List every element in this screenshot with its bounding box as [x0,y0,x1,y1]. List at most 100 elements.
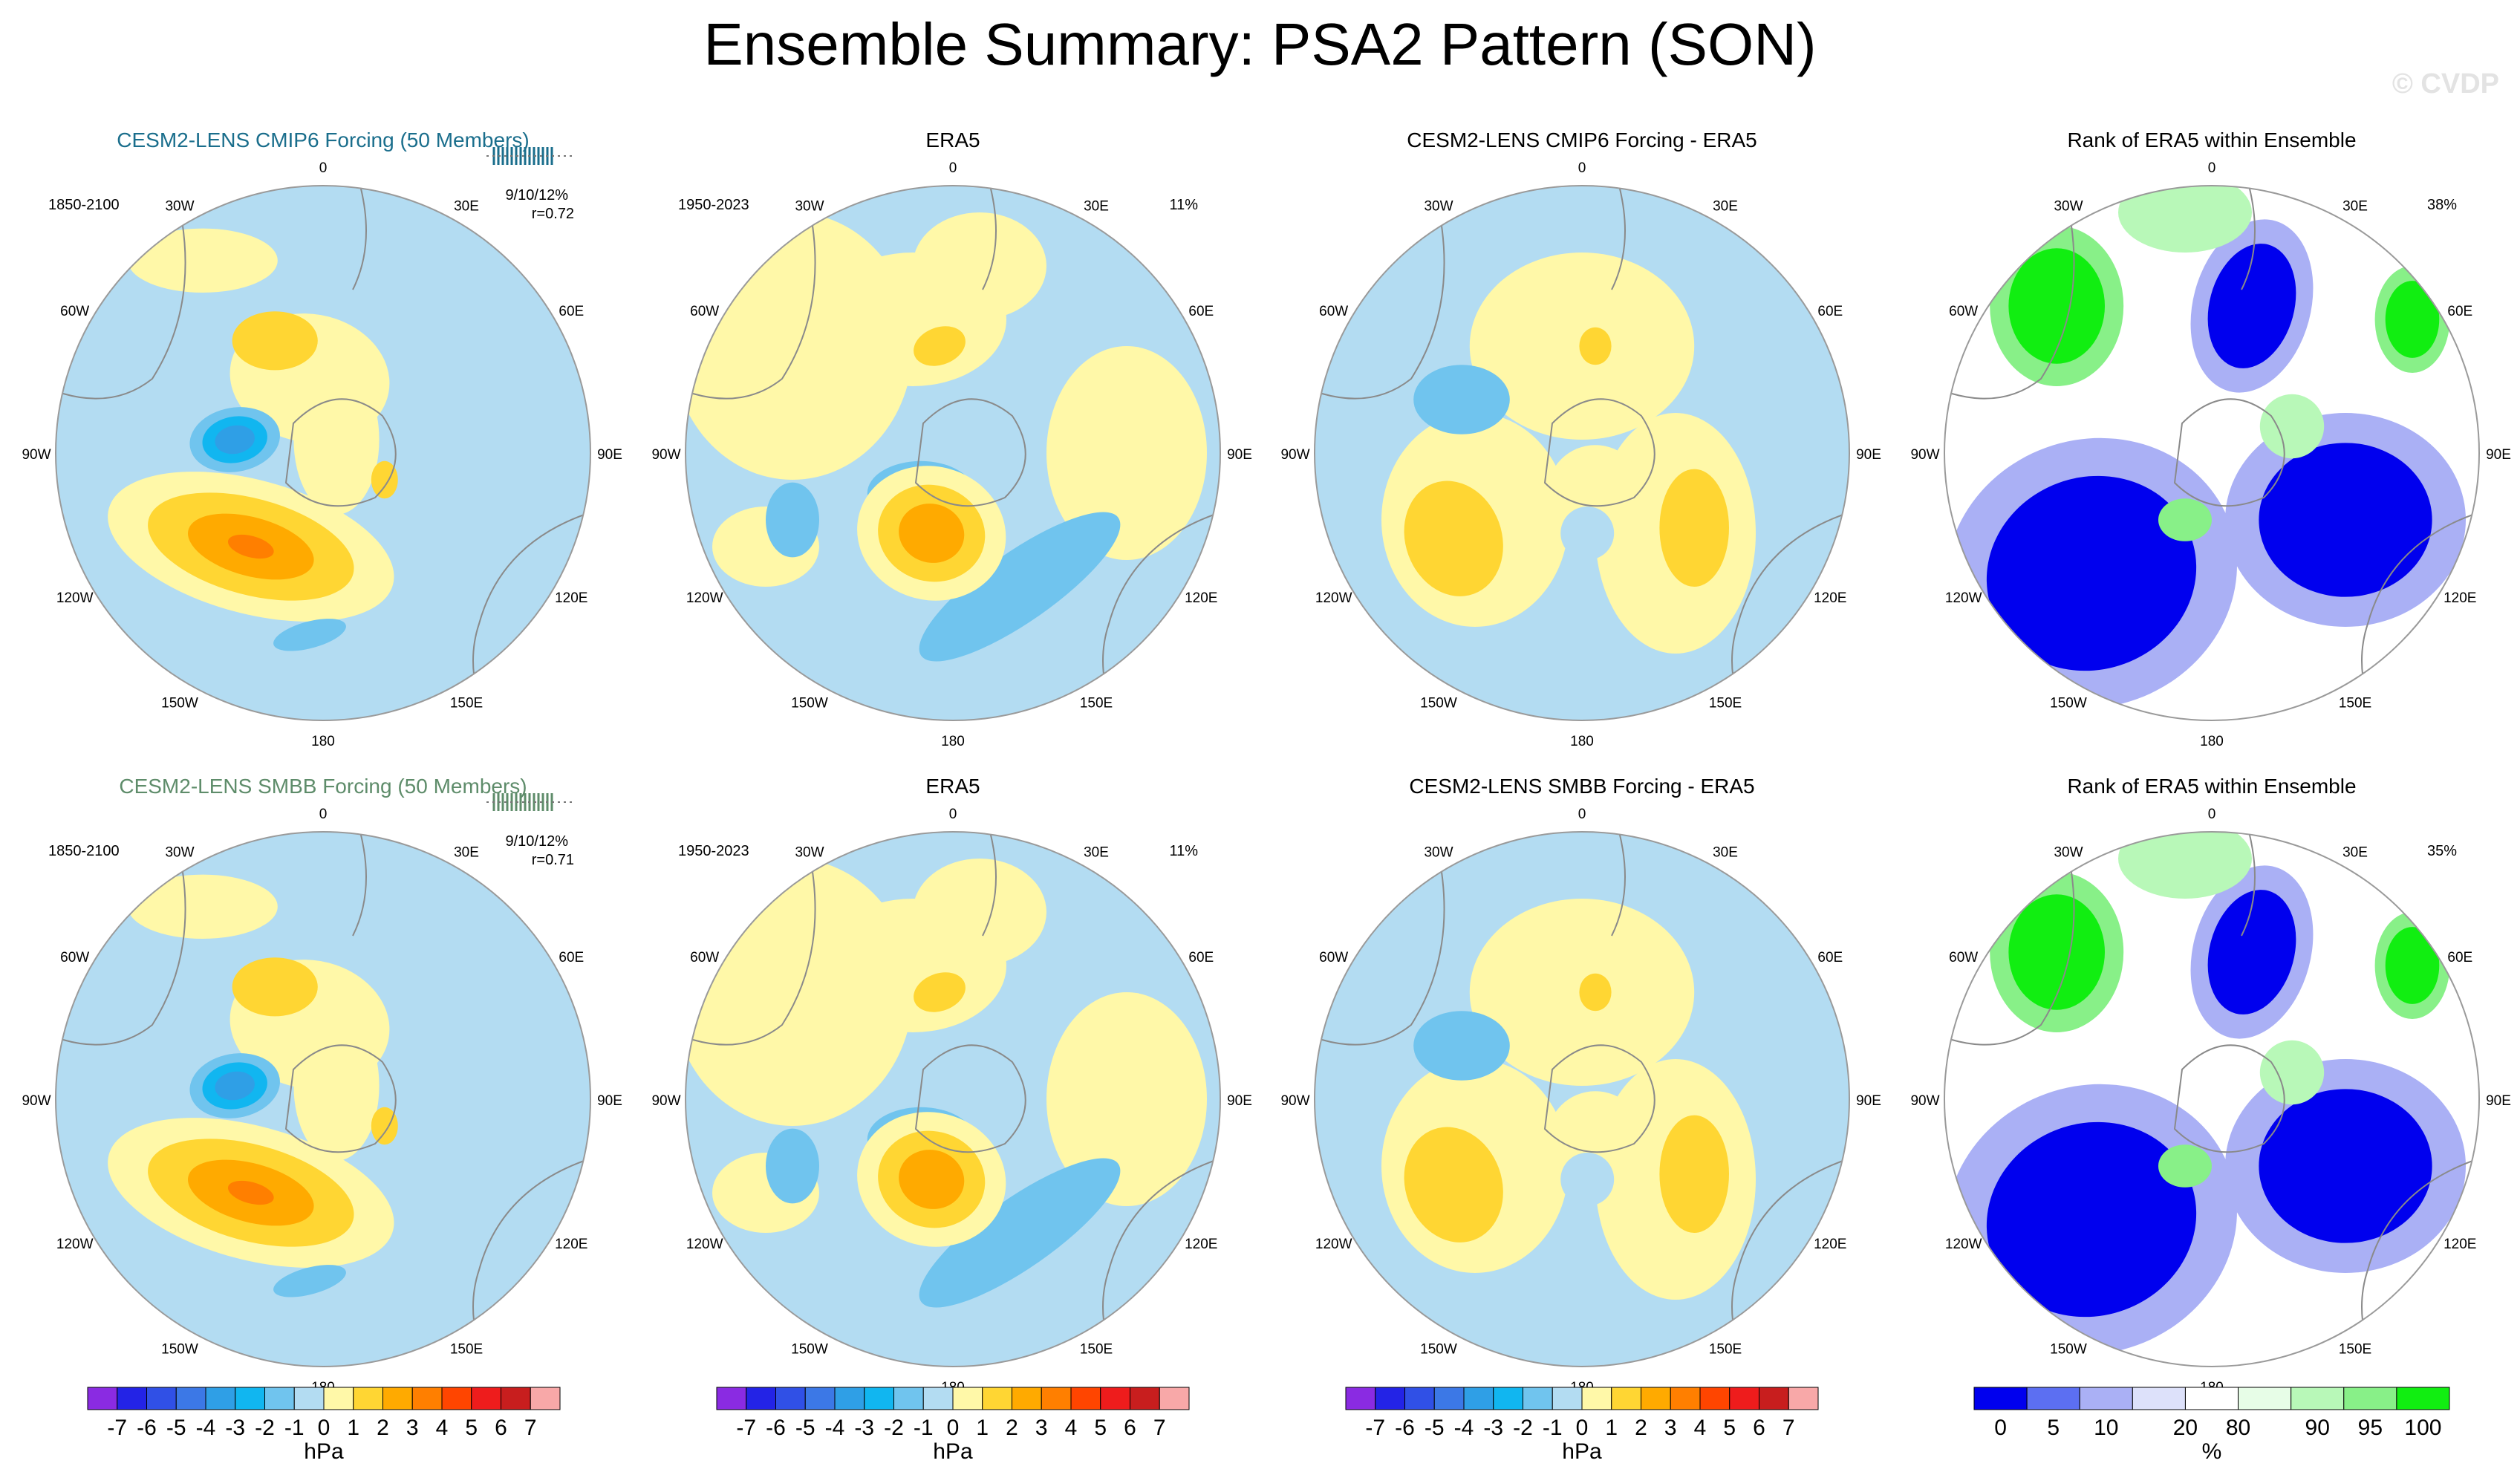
colorbar-tick-label: 5 [465,1416,478,1440]
longitude-label: 90W [651,1093,680,1109]
africa-coastline [982,186,997,290]
panel-title: CESM2-LENS SMBB Forcing - ERA5 [1409,775,1754,798]
longitude-label: 60W [1319,304,1348,319]
longitude-label: 180 [941,734,965,749]
colorbar-tick-label: 6 [1124,1416,1136,1440]
longitude-label: 60E [1188,950,1214,965]
longitude-label: 30W [795,845,824,861]
longitude-label: 120E [2444,1237,2476,1252]
colorbar-tick-label: -2 [884,1416,904,1440]
contour-region [766,1128,819,1204]
longitude-label: 120E [1814,590,1846,606]
colorbar-swatch [834,1387,865,1410]
longitude-label: 120W [1315,590,1352,606]
contour-region [273,619,346,651]
map-border [1314,831,1850,1367]
south-america-coastline [692,832,816,1046]
colorbar-tick-label: -1 [284,1416,305,1440]
longitude-label: 150W [2050,695,2087,711]
contour-region [2008,894,2105,1010]
map-panel: 030E60E90E120E150E180150W120W90W60W30WCE… [1280,128,1881,749]
longitude-label: 120E [555,1237,587,1252]
colorbar-tick-label: 0 [1994,1416,2007,1440]
contour-region [1560,507,1615,560]
south-america-coastline [692,186,816,400]
africa-coastline [352,832,367,937]
longitude-label: 0 [319,807,328,822]
africa-coastline [1611,832,1626,937]
colorbar-swatch [804,1387,836,1410]
map-border [1314,185,1850,721]
map-panel: 030E60E90E120E150E180150W120W90W60W30WER… [651,775,1251,1396]
colorbar-tick-label: -5 [166,1416,186,1440]
colorbar-swatch [235,1387,265,1410]
colorbar-tick-label: 6 [1753,1416,1765,1440]
longitude-label: 30W [165,199,194,215]
longitude-label: 180 [1570,734,1594,749]
colorbar-tick-label: -4 [196,1416,216,1440]
longitude-label: 120E [1185,1237,1217,1252]
contour-region [2385,281,2440,358]
panel-title: ERA5 [925,775,980,798]
south-america-coastline [62,832,186,1046]
contour-region [1046,346,1207,560]
africa-coastline [2241,832,2256,937]
contour-region [215,425,255,455]
map-panel: 030E60E90E120E150E180150W120W90W60W30WER… [651,128,1251,749]
colorbar-tick-label: 7 [1782,1416,1795,1440]
contour-region [766,482,819,558]
map-panel: 030E60E90E120E150E180150W120W90W60W30WCE… [1280,775,1881,1396]
longitude-label: 90E [597,447,622,463]
colorbar-swatch [2291,1387,2345,1410]
colorbar-swatch [746,1387,776,1410]
longitude-label: 90W [1910,1093,1939,1109]
south-america-coastline [1321,186,1445,400]
map-panel: 0 30E 60E 90E 120E 150E 180 150W 120W 90W 60W 30W Ra… [1910,128,2510,749]
map-border [55,185,591,721]
contour-region [1659,1115,1729,1234]
colorbar-swatch [2026,1387,2080,1410]
map-border [685,185,1221,721]
colorbar-tick-label: 10 [2094,1416,2118,1440]
longitude-label: 150E [1709,695,1742,711]
contour-region [1046,992,1207,1206]
colorbar-tick-label: 1 [1605,1416,1618,1440]
longitude-label: 60W [60,304,89,319]
colorbar-unit: hPa [304,1439,344,1464]
colorbar-tick-label: 4 [1065,1416,1078,1440]
antarctica-coastline [284,1044,397,1153]
colorbar-swatch [893,1387,924,1410]
longitude-label: 60W [1949,304,1978,319]
colorbar-tick-label: 2 [1006,1416,1018,1440]
colorbar-swatch [117,1387,147,1410]
longitude-label: 120E [2444,590,2476,606]
colorbar-swatch [471,1387,501,1410]
colorbar-tick-label: 4 [436,1416,449,1440]
corner-label: 11% [1169,197,1198,213]
contour-region [2259,1040,2325,1105]
antarctica-coastline [284,398,397,507]
corner-label: 11% [1169,843,1198,859]
colorbar-tick-label: 5 [1723,1416,1736,1440]
contour-region [128,228,278,293]
contour-region [273,1265,346,1297]
longitude-label: 120E [1814,1237,1846,1252]
longitude-label: 120W [56,1237,94,1252]
longitude-label: 30W [795,199,824,215]
longitude-label: 120W [1945,590,1982,606]
map-field [1315,832,1849,1367]
contour-region [913,212,1046,319]
corner-label: 38% [2427,197,2457,213]
colorbar-swatch [716,1387,747,1410]
colorbar-tick-label: 5 [2047,1416,2060,1440]
colorbar-swatch [530,1387,561,1410]
contour-region [2385,927,2440,1004]
longitude-label: 90W [651,447,680,463]
longitude-label: 90W [22,447,51,463]
colorbar-tick-label: 95 [2358,1416,2383,1440]
colorbar-swatch [1523,1387,1553,1410]
colorbar-tick-label: 80 [2226,1416,2250,1440]
colorbar-tick-label: 3 [1035,1416,1048,1440]
colorbar-tick-label: -5 [795,1416,815,1440]
colorbar-swatch [775,1387,806,1410]
